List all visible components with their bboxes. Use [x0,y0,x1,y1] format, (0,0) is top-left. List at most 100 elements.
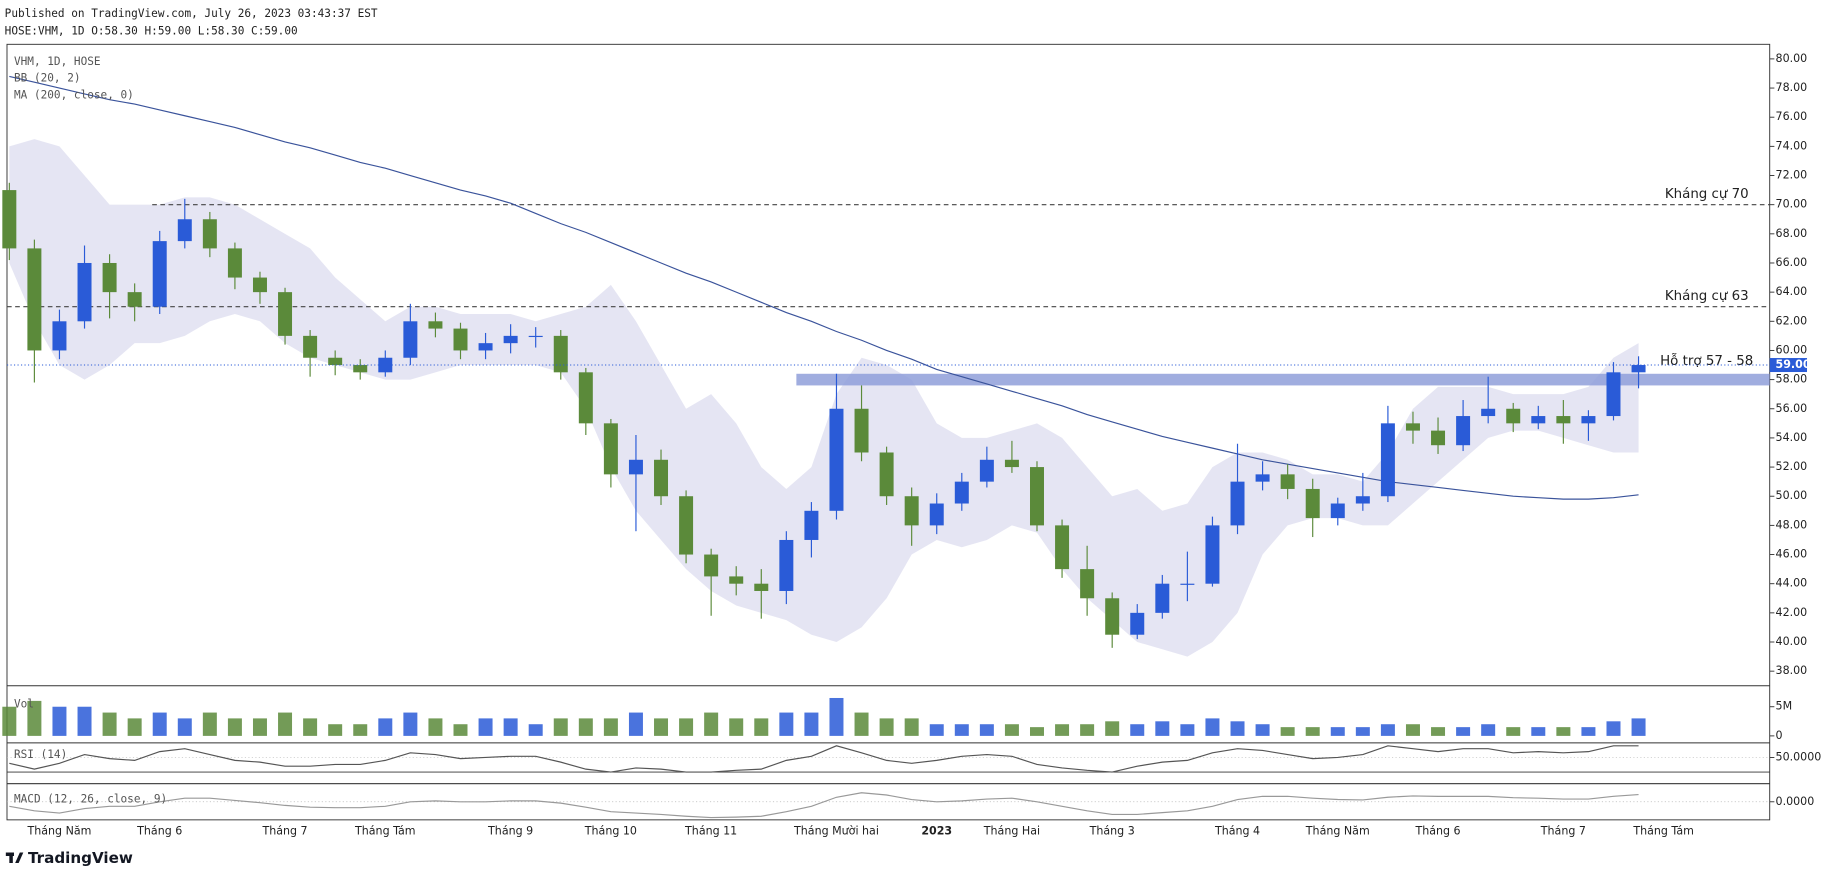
candle-body [1029,467,1044,526]
candle-body [278,292,293,336]
candle-body [403,321,418,358]
volume-bar [779,712,794,736]
volume-bar [804,712,819,736]
candle-body [202,219,217,249]
published: Published on TradingView.com, July 26, 2… [5,7,378,20]
volume-bar [403,712,418,736]
level-label: Kháng cự 70 [1665,186,1749,202]
pane-label: MACD (12, 26, close, 9) [14,792,167,805]
volume-bar [227,718,242,736]
candle-body [904,496,919,526]
volume-bar [1230,721,1245,736]
y-tick-label: 62.00 [1776,314,1808,327]
y-tick-label: 68.00 [1776,227,1808,240]
volume-bar [979,724,994,736]
volume-bar [177,718,192,736]
x-tick-label: Tháng 10 [584,825,637,838]
volume-bar [1631,718,1646,736]
volume-bar [353,724,368,736]
x-tick-label: Tháng 7 [261,825,307,838]
candle-body [328,357,343,366]
volume-bar [954,724,969,736]
y-tick-label: 76.00 [1776,110,1808,123]
volume-bar [929,724,944,736]
candle-body [729,576,744,584]
volume-bar [1280,727,1295,736]
y-tick-label: 0 [1776,729,1783,742]
volume-bar [428,718,443,736]
y-tick-label: 74.00 [1776,139,1808,152]
plot-frame [6,43,1771,821]
y-tick-label: 42.00 [1776,606,1808,619]
candle-body [1255,474,1270,482]
volume-bar [378,718,393,736]
volume-bar [1431,727,1446,736]
candle-body [1506,408,1521,424]
volume-bar [1004,724,1019,736]
volume-bar [152,712,167,736]
volume-bar [1029,727,1044,736]
candle-body [704,554,719,577]
volume-bar [1556,727,1571,736]
candle-body [102,262,117,293]
volume-bar [528,724,543,736]
volume-bar [503,718,518,736]
volume-bar [1205,718,1220,736]
volume-bar [1481,724,1496,736]
volume-bar [603,718,618,736]
candle-body [1305,488,1320,519]
volume-bar [2,706,17,736]
volume-bar [1255,724,1270,736]
volume-bar [1305,727,1320,736]
indicator-label: VHM, 1D, HOSE [14,55,101,68]
candle-body [779,539,794,591]
candle-body [127,292,142,307]
y-tick-label: 50.0000 [1776,750,1822,763]
candle-body [528,335,543,338]
volume-bar [1130,724,1145,736]
y-tick-label: 50.00 [1776,489,1808,502]
candle-body [654,459,669,497]
y-tick-label: 48.00 [1776,518,1808,531]
level-label: Kháng cự 63 [1665,288,1749,304]
y-tick-label: 38.00 [1776,664,1808,677]
candle-body [1105,598,1120,635]
candle-body [829,408,844,511]
candle-body [1531,416,1546,424]
candle-body [1606,372,1621,417]
candle-body [2,190,17,249]
y-tick-label: 5M [1776,700,1793,713]
volume-bar [453,724,468,736]
volume-bar [27,700,42,736]
y-tick-label: 80.00 [1776,52,1808,65]
x-tick-label: Tháng 7 [1540,825,1586,838]
ma-line [9,75,1639,500]
y-tick-label: 66.00 [1776,256,1808,269]
x-tick-label: Tháng 11 [684,825,737,838]
volume-bar [202,712,217,736]
indicator-label: BB (20, 2) [14,72,81,85]
candle-body [754,583,769,591]
y-tick-label: 54.00 [1776,431,1808,444]
candle-body [1230,481,1245,526]
volume-bar [77,706,92,736]
volume-bar [829,697,844,736]
volume-bar [679,718,694,736]
candle-body [1380,423,1395,497]
candle-body [854,408,869,453]
y-tick-label: 40.00 [1776,635,1808,648]
y-tick-label: 46.00 [1776,548,1808,561]
candle-body [303,335,318,358]
volume-bar [1456,727,1471,736]
volume-bar [1355,727,1370,736]
y-tick-label: 72.00 [1776,169,1808,182]
volume-bar [1180,724,1195,736]
candle-body [1431,430,1446,446]
y-tick-label: 60.00 [1776,343,1808,356]
volume-bar [1581,727,1596,736]
volume-bar [654,718,669,736]
volume-bar [578,718,593,736]
candle-body [1481,408,1496,417]
volume-bar [1105,721,1120,736]
